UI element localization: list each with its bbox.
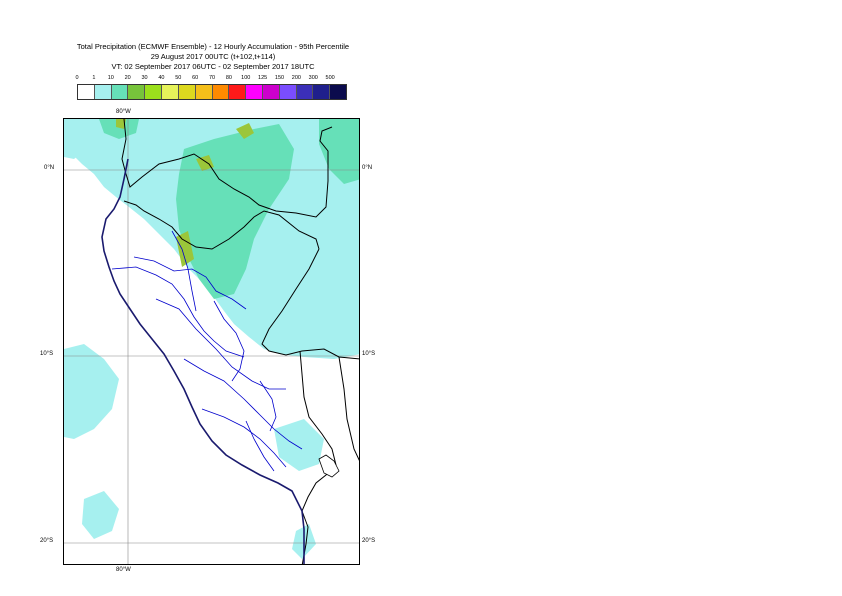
region-line-4 — [183, 358, 303, 450]
legend-tick-13: 200 — [291, 75, 301, 81]
legend-swatch-7 — [195, 85, 213, 99]
region-line-7 — [213, 300, 245, 382]
legend-swatch-0 — [78, 85, 95, 99]
legend-swatch-12 — [279, 85, 297, 99]
legend-tick-4: 30 — [141, 75, 148, 81]
legend-swatch-13 — [296, 85, 314, 99]
legend-tick-10: 100 — [241, 75, 251, 81]
region-line-2 — [133, 256, 247, 310]
lat-label-right-20: 20°S — [362, 538, 376, 544]
region-line-1 — [111, 266, 245, 358]
precip-heavy-3 — [176, 231, 194, 267]
lake-titicaca — [318, 454, 340, 478]
region-line-8 — [259, 380, 277, 432]
lat-label-left-20: 20°S — [40, 538, 54, 544]
color-legend: 0 1 10 20 30 40 50 60 70 80 100 125 150 200 300 500 — [75, 75, 347, 103]
legend-tick-9: 80 — [225, 75, 232, 81]
region-line-3 — [155, 298, 286, 390]
legend-tick-5: 40 — [158, 75, 165, 81]
legend-bar — [77, 84, 347, 100]
precip-moderate-nw — [99, 119, 139, 139]
lat-label-left-10: 10°S — [40, 351, 54, 357]
precip-heavy-4 — [116, 119, 126, 129]
legend-tick-6: 50 — [175, 75, 182, 81]
legend-swatch-9 — [229, 85, 247, 99]
lat-label-right-0: 0°N — [362, 165, 373, 171]
legend-tick-3: 20 — [124, 75, 131, 81]
legend-swatch-5 — [162, 85, 179, 99]
legend-swatch-4 — [145, 85, 163, 99]
lon-label-bottom: 80°W — [116, 567, 131, 573]
lon-label-top: 80°W — [116, 109, 131, 115]
legend-swatch-14 — [313, 85, 331, 99]
map-canvas[interactable] — [64, 119, 360, 565]
legend-tick-2: 10 — [107, 75, 114, 81]
legend-tick-8: 70 — [208, 75, 216, 81]
precip-light-s1 — [274, 419, 324, 471]
border-ecuador-peru — [123, 200, 320, 250]
legend-tick-7: 60 — [192, 75, 199, 81]
legend-tick-1: 1 — [92, 75, 96, 81]
precip-heavy-2 — [196, 155, 214, 171]
legend-swatch-1 — [94, 85, 112, 99]
border-peru-bolivia — [299, 350, 337, 512]
border-peru-brazil — [261, 248, 359, 360]
precip-moderate-ne — [319, 119, 359, 184]
legend-swatch-11 — [262, 85, 280, 99]
legend-tick-0: 0 — [75, 75, 79, 81]
legend-swatch-6 — [178, 85, 196, 99]
legend-swatch-15 — [330, 85, 346, 99]
precip-heavy-1 — [236, 123, 254, 139]
title-line-1: Total Precipitation (ECMWF Ensemble) - 1… — [76, 42, 350, 51]
lat-label-right-10: 10°S — [362, 351, 376, 357]
legend-tick-14: 300 — [308, 75, 318, 81]
coastline — [101, 158, 305, 564]
map-panel[interactable] — [63, 118, 360, 565]
legend-tick-15: 500 — [325, 75, 335, 81]
precip-light-sw1 — [64, 344, 119, 439]
legend-swatch-3 — [128, 85, 146, 99]
lat-label-left-0: 0°N — [44, 165, 55, 171]
title-line-2: 29 August 2017 00UTC (t+102,t+114) — [150, 52, 276, 61]
region-line-5 — [201, 408, 287, 468]
region-line-9 — [245, 420, 275, 472]
legend-tick-12: 150 — [274, 75, 285, 81]
precip-light-sw2 — [82, 491, 119, 539]
title-line-3: VT: 02 September 2017 06UTC - 02 Septemb… — [111, 62, 315, 71]
border-bolivia-brazil — [338, 356, 359, 461]
legend-ticks: 0 1 10 20 30 40 50 60 70 80 100 125 150 200 300 500 — [75, 75, 347, 84]
legend-tick-11: 125 — [258, 75, 268, 81]
map-title: Total Precipitation (ECMWF Ensemble) - 1… — [0, 42, 426, 72]
region-line-6 — [171, 230, 197, 312]
legend-swatch-8 — [212, 85, 230, 99]
legend-swatch-10 — [246, 85, 263, 99]
border-colombia-ecuador — [121, 119, 333, 218]
legend-swatch-2 — [111, 85, 129, 99]
